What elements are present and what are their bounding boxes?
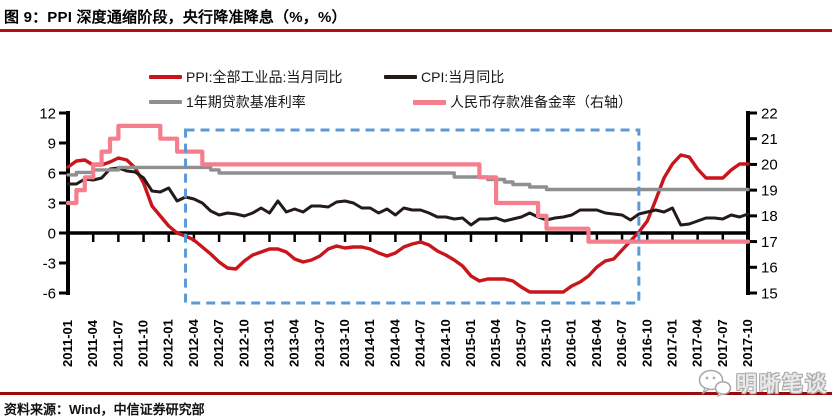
x-tick-label: 2013-01 [261, 319, 276, 367]
x-tick-label: 2017-04 [690, 319, 705, 367]
ppi-legend-label: PPI:全部工业品:当月同比 [186, 69, 343, 85]
x-tick-label: 2012-07 [211, 319, 226, 367]
cpi-legend-swatch [384, 75, 417, 79]
cpi-legend-label: CPI:当月同比 [421, 69, 505, 85]
legend-item-loan-rate: 1年期贷款基准利率 [149, 94, 306, 110]
x-tick-label: 2015-01 [463, 319, 478, 367]
x-tick-label: 2011-07 [110, 320, 125, 367]
y-right-tick-label: 16 [761, 260, 778, 277]
y-right-tick-label: 17 [761, 234, 778, 251]
watermark: 明晰笔谈 [698, 368, 828, 398]
y-left-tick-label: 3 [48, 195, 56, 212]
highlight-box [184, 128, 641, 305]
rrr-legend-label: 人民币存款准备金率（右轴） [450, 94, 632, 110]
x-tick-label: 2015-04 [488, 319, 503, 367]
legend-item-rrr: 人民币存款准备金率（右轴） [413, 94, 632, 110]
y-left-tick-label: -3 [43, 255, 56, 272]
y-right-tick-label: 20 [761, 157, 778, 174]
series-cpi-line [66, 166, 750, 227]
x-tick-label: 2015-10 [539, 319, 554, 367]
y-right-tick-label: 21 [761, 131, 778, 148]
x-tick-label: 2014-07 [413, 319, 428, 367]
watermark-text: 明晰笔谈 [736, 373, 828, 396]
source-text: 资料来源：Wind，中信证券研究部 [4, 402, 205, 417]
x-tick-label: 2015-07 [513, 319, 528, 367]
y-right-tick-label: 18 [761, 208, 778, 225]
rrr-legend-swatch [413, 99, 446, 105]
x-tick-label: 2012-10 [236, 319, 251, 367]
series-rrr-line [65, 123, 751, 244]
loan-rate-legend-swatch [149, 100, 182, 104]
x-tick-label: 2012-01 [161, 319, 176, 367]
chart-area: 12 9 6 3 0 -3 -6 22 21 20 19 18 17 16 15 2011-01 2011-04… [39, 105, 778, 367]
title-rule [0, 29, 832, 32]
x-tick-label: 2011-10 [136, 320, 151, 367]
y-left-tick-label: 9 [48, 135, 56, 152]
series-ppi-line [66, 153, 750, 294]
x-tick-label: 2016-07 [614, 319, 629, 367]
footer-rule [0, 392, 832, 395]
x-tick-label: 2013-07 [312, 319, 327, 367]
x-tick-label: 2013-04 [287, 319, 302, 367]
series-loan-rate-1y-line [66, 165, 750, 192]
x-tick-label: 2014-01 [362, 319, 377, 367]
x-tick-label: 2014-10 [438, 319, 453, 367]
x-tick-label: 2016-10 [639, 319, 654, 367]
y-left-tick-label: 6 [48, 165, 56, 182]
x-tick-label: 2014-04 [387, 319, 402, 367]
figure-title: 图 9：PPI 深度通缩阶段，央行降准降息（%，%） [4, 9, 347, 26]
x-tick-label: 2017-10 [740, 319, 755, 367]
x-tick-label: 2012-04 [186, 319, 201, 367]
legend-item-ppi: PPI:全部工业品:当月同比 [149, 69, 342, 85]
y-right-tick-label: 19 [761, 182, 778, 199]
x-tick-label: 2011-04 [85, 319, 100, 367]
loan-rate-legend-label: 1年期贷款基准利率 [186, 94, 306, 110]
x-tick-label: 2017-07 [715, 319, 730, 367]
y-left-tick-label: 12 [39, 105, 56, 122]
y-left-tick-label: -6 [43, 285, 56, 302]
x-tick-label: 2017-01 [664, 319, 679, 367]
ppi-legend-swatch [149, 75, 182, 79]
y-right-tick-label: 22 [761, 105, 778, 122]
y-left-tick-label: 0 [48, 225, 56, 242]
line-chart-svg: 12 9 6 3 0 -3 -6 22 21 20 19 18 17 16 15 2011-01 2011-04… [39, 105, 778, 367]
x-tick-label: 2016-04 [589, 319, 604, 367]
x-tick-label: 2016-01 [564, 319, 579, 367]
wechat-bubbles-icon [698, 369, 732, 397]
x-tick-label: 2011-01 [60, 320, 75, 367]
x-tick-label: 2013-10 [337, 319, 352, 367]
legend-item-cpi: CPI:当月同比 [384, 69, 504, 85]
y-right-tick-label: 15 [761, 285, 778, 302]
